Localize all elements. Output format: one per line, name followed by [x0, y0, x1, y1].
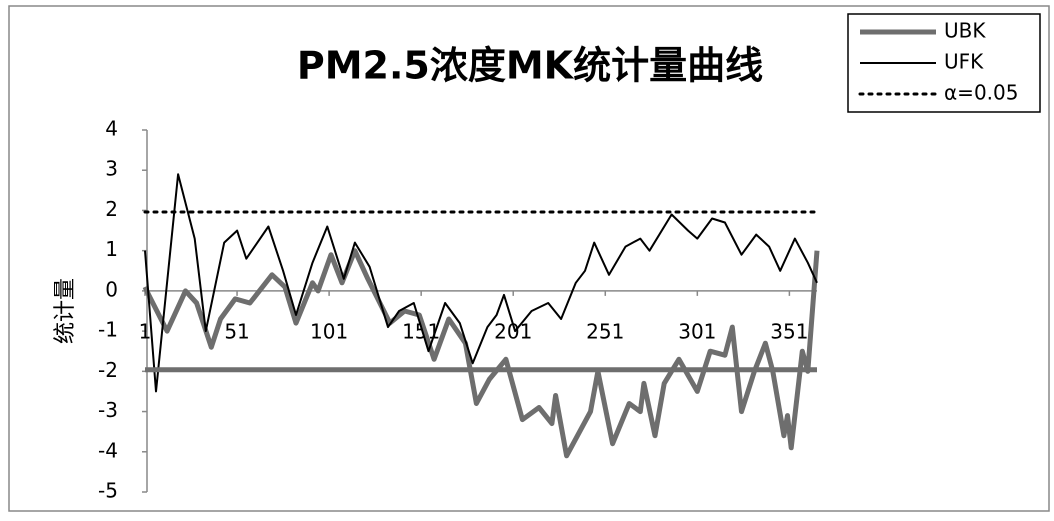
legend-label: UBK	[944, 19, 986, 43]
y-tick-label: 0	[105, 277, 118, 301]
chart-title: PM2.5浓度MK统计量曲线	[297, 44, 763, 88]
y-tick-label: -3	[98, 398, 118, 422]
y-tick-label: -5	[98, 479, 118, 503]
y-tick-label: -4	[98, 438, 118, 462]
y-tick-label: -1	[98, 318, 118, 342]
y-tick-label: 1	[105, 237, 118, 261]
x-tick-label: 1	[139, 319, 152, 343]
y-tick-label: 2	[105, 197, 118, 221]
y-tick-label: -2	[98, 358, 118, 382]
x-tick-label: 251	[586, 319, 624, 343]
legend-label: UFK	[944, 50, 984, 74]
y-axis-label: 统计量	[53, 278, 78, 344]
series-line	[142, 248, 820, 459]
y-tick-label: 3	[105, 157, 118, 181]
x-tick-label: 51	[224, 319, 249, 343]
x-tick-label: 351	[770, 319, 808, 343]
legend-label: α=0.05	[944, 81, 1018, 105]
x-tick-label: 301	[678, 319, 716, 343]
x-tick-label: 101	[310, 319, 348, 343]
series-line	[144, 173, 818, 393]
y-tick-label: 4	[105, 117, 118, 141]
